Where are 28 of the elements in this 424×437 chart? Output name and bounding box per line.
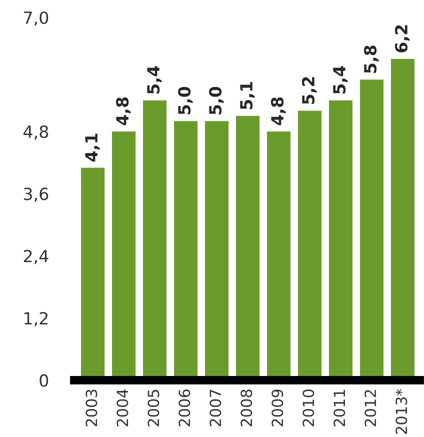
data-label: 5,0 (208, 86, 224, 114)
data-label: 5,4 (333, 66, 348, 94)
data-label: 4,8 (116, 97, 131, 126)
y-tick-label: 1,2 (24, 312, 48, 326)
y-tick-label: 7,0 (24, 11, 48, 26)
data-label: 5,1 (240, 82, 255, 110)
x-tick-label: 2004 (116, 389, 128, 426)
x-tick-label: 2007 (210, 390, 222, 426)
y-tick-label: 2,4 (24, 250, 48, 264)
x-tick-label: 2013* (396, 388, 408, 434)
y-tick-label: 4,8 (24, 125, 48, 140)
data-label: 5,8 (364, 46, 379, 73)
x-tick-label: 2011 (334, 390, 346, 426)
data-label: 5,0 (178, 86, 193, 114)
data-label: 4,1 (85, 134, 100, 162)
x-tick-label: 2005 (148, 390, 160, 426)
x-tick-label: 2003 (86, 390, 98, 426)
data-label: 5,2 (302, 77, 317, 104)
x-tick-label: 2009 (272, 390, 284, 426)
data-label: 4,8 (270, 97, 286, 126)
y-tick-label: 0 (40, 374, 48, 387)
data-label: 5,4 (147, 66, 162, 94)
data-label: 6,2 (394, 25, 410, 52)
y-tick-label: 3,6 (24, 188, 48, 202)
x-tick-label: 2010 (302, 390, 314, 426)
x-tick-label: 2012 (364, 390, 376, 426)
x-tick-label: 2008 (240, 390, 252, 426)
x-tick-label: 2006 (178, 389, 190, 426)
